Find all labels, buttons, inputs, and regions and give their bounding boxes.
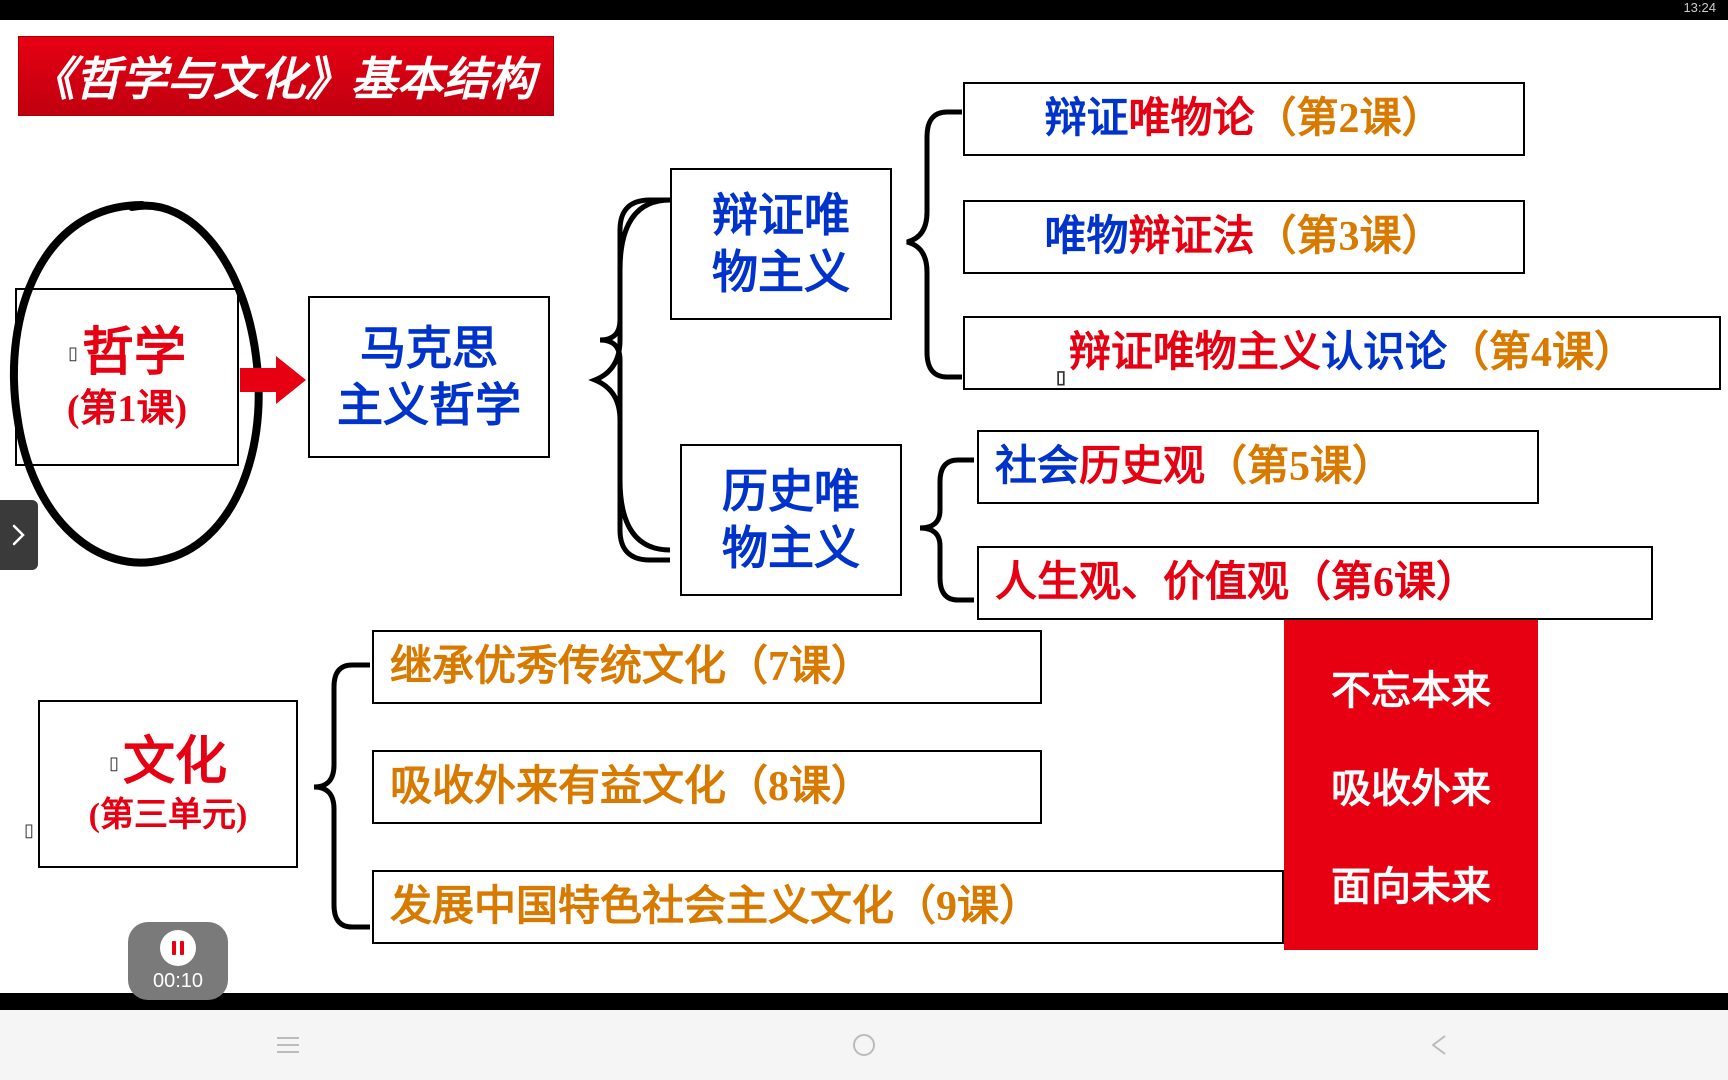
leaf-lesson6: 人生观、价值观（第6课） bbox=[977, 546, 1653, 620]
leaf3-p2: 辩证法 bbox=[1128, 211, 1254, 264]
bracket-hm bbox=[902, 430, 980, 625]
node-marxism: 马克思 主义哲学 bbox=[308, 296, 550, 458]
leaf3-p3: （第3课） bbox=[1255, 211, 1444, 264]
expand-sidebar-button[interactable] bbox=[0, 500, 38, 570]
node-philosophy: ▯ 哲学 (第1课) bbox=[15, 288, 239, 466]
leaf-lesson3: 唯物辩证法（第3课） bbox=[963, 200, 1525, 274]
leaf4-p3: （第4课） bbox=[1447, 327, 1636, 380]
leaf5-p2: 历史观 bbox=[1079, 441, 1205, 494]
leaf-lesson8: 吸收外来有益文化（8课） bbox=[372, 750, 1042, 824]
node-dm-l1: 辩证唯 bbox=[712, 187, 850, 245]
nav-recent-button[interactable] bbox=[273, 1030, 303, 1060]
system-nav-bar bbox=[0, 1010, 1728, 1080]
pause-icon bbox=[160, 930, 196, 966]
leaf4-p1: 辩证唯物主义 bbox=[1069, 327, 1321, 380]
leaf2-p1: 辩证 bbox=[1044, 93, 1128, 146]
leaf-lesson2: 辩证唯物论（第2课） bbox=[963, 82, 1525, 156]
playback-control[interactable]: 00:10 bbox=[128, 922, 228, 1000]
status-time: 13:24 bbox=[1683, 0, 1716, 15]
node-dialectical-materialism: 辩证唯 物主义 bbox=[670, 168, 892, 320]
playback-time: 00:10 bbox=[153, 970, 203, 993]
node-culture-label: 文化 bbox=[123, 730, 227, 795]
leaf5-p1: 社会 bbox=[995, 441, 1079, 494]
nav-back-button[interactable] bbox=[1425, 1030, 1455, 1060]
leaf8-text: 吸收外来有益文化（8课） bbox=[390, 761, 873, 814]
node-hm-l2: 物主义 bbox=[722, 520, 860, 578]
red-summary-block: 不忘本来 吸收外来 面向未来 bbox=[1284, 620, 1538, 950]
node-marxism-l1: 马克思 bbox=[360, 320, 498, 378]
stage: 13:24 《哲学与文化》基本结构 ▯ 哲学 (第1课) 马克思 主义哲学 bbox=[0, 0, 1728, 1080]
leaf-lesson4: ▯ 辩证唯物主义认识论（第4课） bbox=[963, 316, 1721, 390]
leaf4-p2: 认识论 bbox=[1321, 327, 1447, 380]
leaf5-p3: （第5课） bbox=[1205, 441, 1394, 494]
bracket-dm bbox=[892, 82, 967, 392]
nav-home-button[interactable] bbox=[849, 1030, 879, 1060]
chevron-right-icon bbox=[11, 523, 27, 547]
leaf-lesson5: 社会历史观（第5课） bbox=[977, 430, 1539, 504]
red-l2: 吸收外来 bbox=[1331, 756, 1491, 814]
leaf2-p3: （第2课） bbox=[1255, 93, 1444, 146]
leaf9-text: 发展中国特色社会主义文化（9课） bbox=[390, 881, 1041, 934]
node-culture-sub: (第三单元) bbox=[89, 795, 248, 838]
video-top-bar: 13:24 bbox=[0, 0, 1728, 20]
red-l3: 面向未来 bbox=[1331, 854, 1491, 912]
node-hm-l1: 历史唯 bbox=[722, 463, 860, 521]
bracket-marx bbox=[550, 170, 680, 590]
node-dm-l2: 物主义 bbox=[712, 244, 850, 302]
circle-icon bbox=[851, 1032, 877, 1058]
leaf2-p2: 唯物论 bbox=[1128, 93, 1254, 146]
menu-icon bbox=[275, 1035, 301, 1055]
leaf-lesson7: 继承优秀传统文化（7课） bbox=[372, 630, 1042, 704]
video-bottom-bar bbox=[0, 993, 1728, 1010]
slide-title: 《哲学与文化》基本结构 bbox=[18, 36, 554, 116]
node-philosophy-sub: (第1课) bbox=[67, 386, 187, 434]
node-culture: ▯ 文化 (第三单元) bbox=[38, 700, 298, 868]
leaf7-text: 继承优秀传统文化（7课） bbox=[390, 641, 873, 694]
slide-area: 13:24 《哲学与文化》基本结构 ▯ 哲学 (第1课) 马克思 主义哲学 bbox=[0, 0, 1728, 1010]
leaf3-p1: 唯物 bbox=[1044, 211, 1128, 264]
node-historical-materialism: 历史唯 物主义 bbox=[680, 444, 902, 596]
back-icon bbox=[1427, 1033, 1453, 1057]
leaf-lesson9: 发展中国特色社会主义文化（9课） bbox=[372, 870, 1284, 944]
red-l1: 不忘本来 bbox=[1331, 658, 1491, 716]
leaf6-p1: 人生观、价值观（第6课） bbox=[995, 557, 1478, 610]
node-marxism-l2: 主义哲学 bbox=[337, 377, 521, 435]
arrow-icon bbox=[240, 352, 310, 408]
node-philosophy-label: 哲学 bbox=[82, 321, 186, 386]
bracket-culture bbox=[298, 625, 378, 950]
